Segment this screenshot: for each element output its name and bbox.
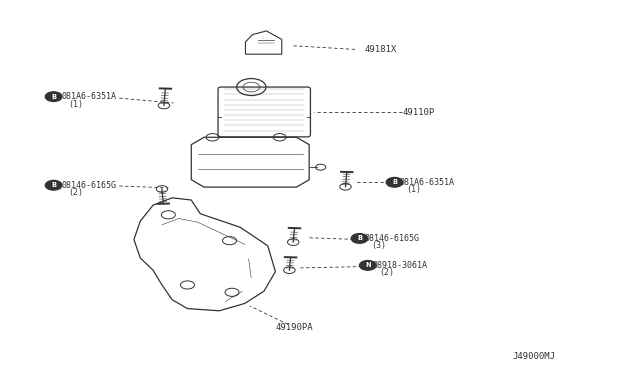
Text: (1): (1) <box>406 185 421 194</box>
Text: 49181X: 49181X <box>365 45 397 54</box>
Circle shape <box>45 92 62 102</box>
Text: 08146-6165G: 08146-6165G <box>365 234 420 243</box>
Text: (1): (1) <box>68 100 83 109</box>
Text: 08918-3061A: 08918-3061A <box>373 261 428 270</box>
Text: J49000MJ: J49000MJ <box>513 352 556 361</box>
Circle shape <box>387 177 403 187</box>
Text: 081A6-6351A: 081A6-6351A <box>399 178 454 187</box>
Circle shape <box>351 234 368 243</box>
Text: N: N <box>365 262 371 268</box>
Text: (2): (2) <box>380 268 394 277</box>
Text: 49190PA: 49190PA <box>275 323 313 331</box>
Text: 08146-6165G: 08146-6165G <box>62 181 117 190</box>
Circle shape <box>360 260 376 270</box>
Circle shape <box>45 180 62 190</box>
Text: B: B <box>51 94 56 100</box>
Text: B: B <box>357 235 362 241</box>
Text: B: B <box>392 179 397 185</box>
Text: 49110P: 49110P <box>403 108 435 117</box>
Text: (3): (3) <box>371 241 386 250</box>
Text: (2): (2) <box>68 188 83 197</box>
Text: B: B <box>51 182 56 188</box>
Text: 081A6-6351A: 081A6-6351A <box>62 92 117 101</box>
